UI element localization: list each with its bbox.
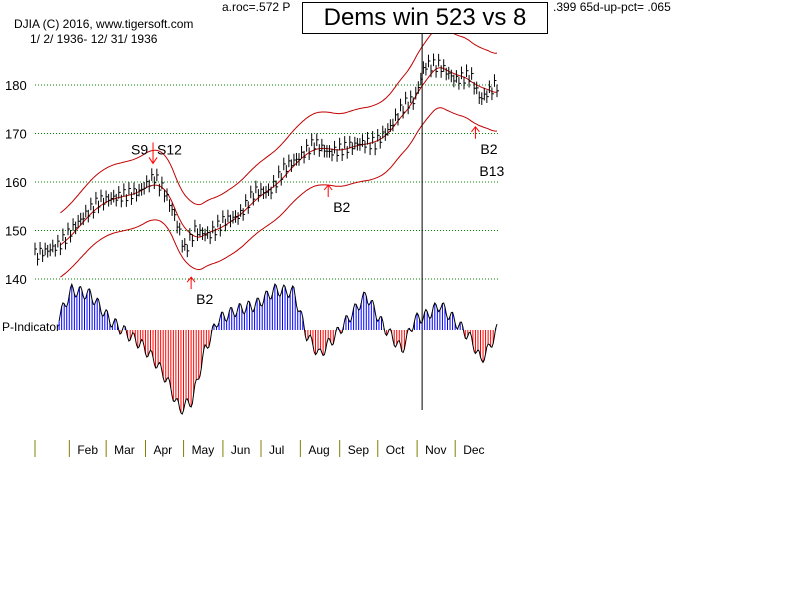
buy-arrowhead xyxy=(323,184,333,191)
month-label: Aug xyxy=(308,443,329,457)
lower-band xyxy=(60,107,498,278)
month-label: Dec xyxy=(463,443,484,457)
month-label: Mar xyxy=(114,443,135,457)
signal-label: S12 xyxy=(157,141,182,157)
y-tick-label: 140 xyxy=(5,272,27,287)
buy-arrowhead xyxy=(186,276,196,283)
upper-band xyxy=(60,27,498,214)
month-label: Jun xyxy=(231,443,250,457)
signal-label: B2 xyxy=(480,141,497,157)
stats-right: .399 65d-up-pct= .065 xyxy=(553,0,671,14)
moving-average-line xyxy=(60,67,498,246)
sell-arrowhead xyxy=(148,157,158,165)
buy-arrowhead xyxy=(471,125,480,133)
signal-label: S9 xyxy=(131,141,148,157)
indicator-line xyxy=(58,282,498,415)
month-label: Sep xyxy=(348,443,370,457)
ticker-label: DJIA (C) 2016, www.tigersoft.com xyxy=(14,17,194,31)
y-tick-label: 180 xyxy=(5,78,27,93)
stats-left: a.roc=.572 P xyxy=(222,0,291,14)
signal-label: B13 xyxy=(479,163,504,179)
month-label: Feb xyxy=(77,443,98,457)
chart-title: Dems win 523 vs 8 xyxy=(302,2,548,34)
y-tick-label: 160 xyxy=(5,175,27,190)
month-label: Jul xyxy=(269,443,284,457)
indicator-label: P-Indicator xyxy=(2,320,60,334)
signal-label: B2 xyxy=(333,199,350,215)
month-label: Apr xyxy=(154,443,173,457)
y-tick-label: 150 xyxy=(5,224,27,239)
date-range: 1/ 2/ 1936- 12/ 31/ 1936 xyxy=(30,32,158,46)
month-label: May xyxy=(192,443,215,457)
month-label: Oct xyxy=(386,443,405,457)
month-label: Nov xyxy=(425,443,446,457)
y-tick-label: 170 xyxy=(5,127,27,142)
signal-label: B2 xyxy=(196,291,213,307)
